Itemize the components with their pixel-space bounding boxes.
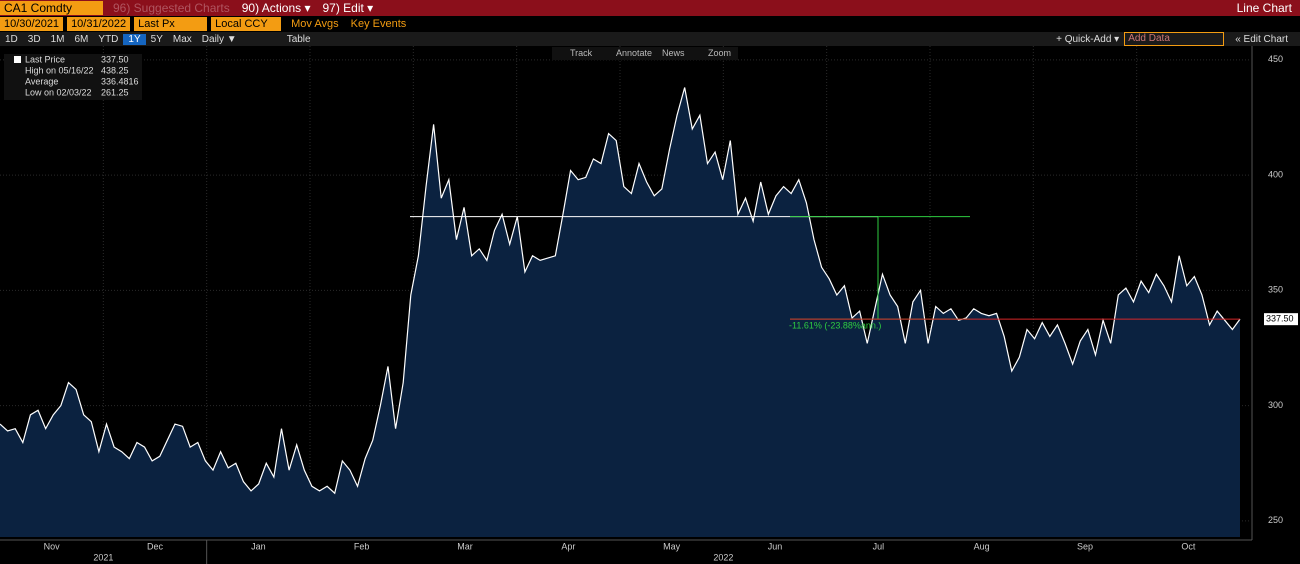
add-data[interactable]: Add Data: [1124, 32, 1225, 46]
periods: 1D 3D 1M 6M YTD 1Y 5Y Max: [0, 33, 197, 45]
period[interactable]: 1M: [50, 33, 65, 45]
legend-name: High on 05/16/22: [25, 65, 94, 75]
period-bar: 1D 3D 1M 6M YTD 1Y 5Y Max Daily ▼ Table + Quick…: [0, 32, 1300, 46]
chart-tool[interactable]: Zoom: [708, 48, 731, 58]
year-label: 2022: [713, 552, 733, 562]
legend-value: 261.25: [101, 87, 129, 97]
period[interactable]: Max: [172, 33, 192, 45]
measure-label: -11.61% (-23.88%ann.): [789, 321, 881, 331]
x-tick-label: Jul: [873, 541, 885, 551]
settings-bar: 10/30/2021 10/31/2022 Last Px Local CCY …: [0, 16, 1300, 32]
end-date[interactable]: 10/31/2022: [67, 17, 131, 31]
start-date[interactable]: 10/30/2021: [0, 17, 64, 31]
period[interactable]: YTD: [98, 33, 119, 45]
chart-tool[interactable]: Annotate: [616, 48, 652, 58]
x-tick-label: May: [663, 541, 681, 551]
x-tick-label: Jun: [768, 541, 783, 551]
currency[interactable]: Local CCY: [211, 17, 282, 31]
chart-type: Line Chart: [1236, 1, 1292, 15]
y-tick-label: 300: [1268, 400, 1283, 410]
chart-tool[interactable]: Track: [570, 48, 593, 58]
y-tick-label: 450: [1268, 54, 1283, 64]
table[interactable]: Table: [286, 33, 311, 45]
y-tick-label: 350: [1268, 285, 1283, 295]
x-tick-label: Apr: [561, 541, 575, 551]
price-line: [0, 87, 1241, 495]
chart-tools-bg: [552, 47, 738, 60]
x-tick-label: Oct: [1181, 541, 1196, 551]
last-price-tag: [1264, 313, 1298, 326]
y-tick-label: 400: [1268, 169, 1283, 179]
period[interactable]: 1Y: [123, 33, 146, 45]
legend-name: Low on 02/03/22: [25, 87, 92, 97]
x-tick-label: Nov: [44, 541, 61, 551]
legend-value: 336.4816: [101, 76, 139, 86]
area: [0, 87, 1240, 538]
quick-add[interactable]: + Quick-Add ▾: [1056, 33, 1120, 45]
y-tick-label: 250: [1268, 515, 1283, 525]
field[interactable]: Last Px: [134, 17, 208, 31]
legend-name: Average: [25, 76, 58, 86]
chart-tool[interactable]: News: [662, 48, 685, 58]
legend-value: 337.50: [101, 54, 129, 64]
chart: 250 300 350 400 450 -11.61% (-23.88%ann.) 337.…: [0, 46, 1300, 564]
year-label: 2021: [93, 552, 113, 562]
period[interactable]: 1D: [5, 33, 18, 45]
period[interactable]: 3D: [27, 33, 41, 45]
x-tick-label: Feb: [354, 541, 370, 551]
legend-value: 438.25: [101, 65, 129, 75]
period[interactable]: 5Y: [150, 33, 163, 45]
period[interactable]: 6M: [74, 33, 89, 45]
actions[interactable]: 90) Actions ▾: [241, 1, 311, 15]
x-tick-label: Aug: [974, 541, 990, 551]
edit-chart[interactable]: « Edit Chart: [1235, 33, 1288, 45]
x-tick-label: Jan: [251, 541, 266, 551]
x-tick-label: Mar: [457, 541, 473, 551]
security[interactable]: CA1 Comdty: [0, 1, 103, 15]
x-tick-label: Sep: [1077, 541, 1093, 551]
legend-name: Last Price: [25, 54, 65, 64]
legend-swatch: [14, 56, 21, 63]
frequency[interactable]: Daily ▼: [201, 33, 237, 45]
mov-avgs[interactable]: Mov Avgs: [291, 18, 339, 30]
legend-bg: [4, 54, 142, 100]
suggested[interactable]: 96) Suggested Charts: [113, 1, 230, 15]
x-axis-bg: [0, 540, 1300, 564]
edit[interactable]: 97) Edit ▾: [322, 1, 374, 15]
last-price-label: 337.50: [1266, 314, 1294, 324]
key-events[interactable]: Key Events: [350, 18, 407, 30]
x-tick-label: Dec: [147, 541, 164, 551]
top-bar: CA1 Comdty 96) Suggested Charts 90) Acti…: [0, 0, 1300, 16]
